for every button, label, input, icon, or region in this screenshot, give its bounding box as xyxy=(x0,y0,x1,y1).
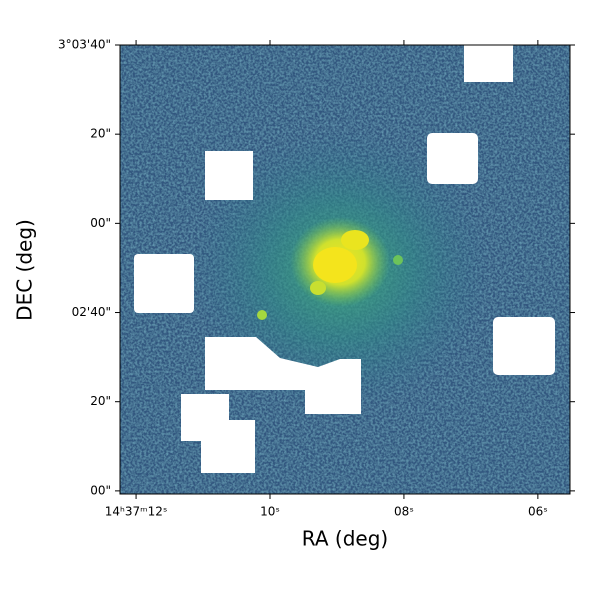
x-tick-label: 08ˢ xyxy=(394,505,414,519)
y-tick-label: 20" xyxy=(90,127,111,141)
y-tick-label: 02'40" xyxy=(72,305,111,319)
x-tick-label: 10ˢ xyxy=(260,505,280,519)
y-tick-label: 20" xyxy=(90,394,111,408)
x-tick-label: 06ˢ xyxy=(528,505,548,519)
image xyxy=(120,45,570,494)
plot-frame xyxy=(119,44,571,495)
x-tick-label: 14ʰ37ᵐ12ˢ xyxy=(105,505,168,519)
y-tick-label: 3°03'40" xyxy=(58,38,111,52)
y-tick-label: 00" xyxy=(90,216,111,230)
y-axis-label: DEC (deg) xyxy=(13,219,37,321)
y-tick-label: 00" xyxy=(90,483,111,497)
x-axis-label: RA (deg) xyxy=(302,527,388,551)
